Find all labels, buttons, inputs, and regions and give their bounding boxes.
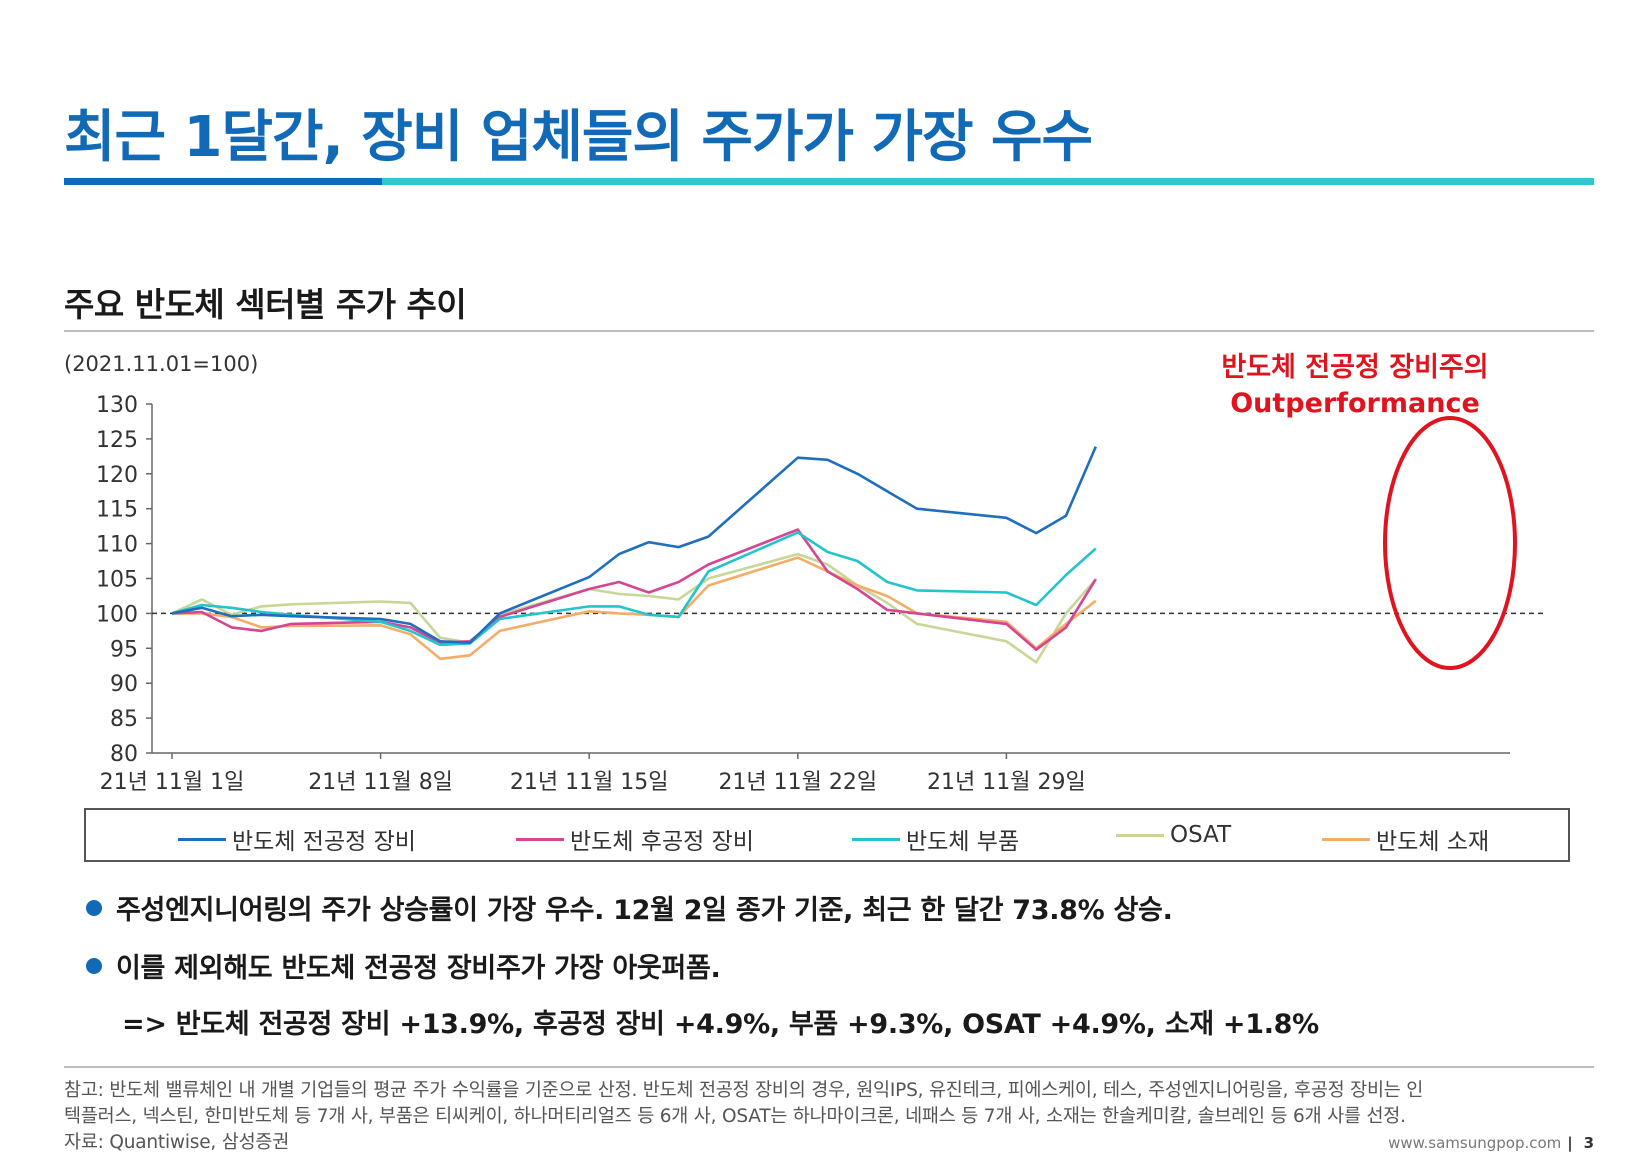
- legend-item-back-end: 반도체 후공정 장비: [516, 822, 754, 856]
- outperformance-callout: 반도체 전공정 장비주의 Outperformance: [1205, 350, 1505, 422]
- footnote-source: 자료: Quantiwise, 삼성증권: [64, 1132, 290, 1153]
- bullet-text: 주성엔지니어링의 주가 상승률이 가장 우수. 12월 2일 종가 기준, 최근…: [116, 895, 1173, 926]
- y-tick-label: 90: [110, 672, 138, 697]
- legend-item-osat: OSAT: [1116, 822, 1231, 848]
- bullet-text: 이를 제외해도 반도체 전공정 장비주가 가장 아웃퍼폼.: [116, 953, 721, 984]
- legend-swatch: [852, 837, 900, 841]
- footer-divider: [64, 1066, 1594, 1068]
- y-tick-label: 130: [96, 393, 138, 418]
- y-tick-label: 120: [96, 463, 138, 488]
- bullet-item: 이를 제외해도 반도체 전공정 장비주가 가장 아웃퍼폼.: [86, 946, 721, 985]
- chart-title: 주요 반도체 섹터별 주가 추이: [64, 285, 467, 324]
- result-summary: => 반도체 전공정 장비 +13.9%, 후공정 장비 +4.9%, 부품 +…: [122, 1009, 1319, 1040]
- y-tick-label: 110: [96, 533, 138, 558]
- x-tick-label: 21년 11월 8일: [308, 770, 453, 795]
- highlight-ellipse: [1383, 416, 1517, 670]
- website-footer: www.samsungpop.com | 3: [1388, 1134, 1594, 1152]
- callout-line-2: Outperformance: [1230, 388, 1480, 419]
- page-number: 3: [1583, 1134, 1594, 1152]
- legend-item-components: 반도체 부품: [852, 822, 1019, 856]
- y-tick-label: 85: [110, 707, 138, 732]
- series-line-1: [171, 528, 1097, 652]
- y-tick-label: 100: [96, 602, 138, 627]
- legend-label: OSAT: [1170, 822, 1232, 848]
- page-title: 최근 1달간, 장비 업체들의 주가가 가장 우수: [64, 105, 1093, 170]
- y-tick-label: 105: [96, 568, 138, 593]
- footnote-line-1: 참고: 반도체 밸류체인 내 개별 기업들의 평균 주가 수익률을 기준으로 산…: [64, 1080, 1424, 1101]
- title-rule-dark: [64, 178, 382, 185]
- x-tick-label: 21년 11월 29일: [927, 770, 1086, 795]
- legend-swatch: [1322, 837, 1370, 841]
- chart-legend: 반도체 전공정 장비 반도체 후공정 장비 반도체 부품 OSAT 반도체 소재: [84, 808, 1570, 862]
- footnote-line-2: 텍플러스, 넥스틴, 한미반도체 등 7개 사, 부품은 티씨케이, 하나머티리…: [64, 1106, 1406, 1127]
- y-tick-label: 95: [110, 637, 138, 662]
- legend-item-materials: 반도체 소재: [1322, 822, 1489, 856]
- line-chart: 130 125 120 115 110 105 100 95 90 85 80 21년 11월 1일 2…: [96, 393, 1544, 795]
- series-line-3: [171, 552, 1097, 664]
- y-tick-label: 125: [96, 428, 138, 453]
- callout-line-1: 반도체 전공정 장비주의: [1221, 352, 1489, 383]
- y-tick-label: 115: [96, 498, 138, 523]
- legend-label: 반도체 부품: [906, 829, 1020, 855]
- chart-axes: 130 125 120 115 110 105 100 95 90 85 80 21년 11월 1일 2…: [96, 393, 1510, 795]
- base-index-note: (2021.11.01=100): [64, 352, 259, 376]
- series-line-4: [172, 556, 1097, 661]
- legend-label: 반도체 후공정 장비: [570, 829, 754, 855]
- bullet-item: 주성엔지니어링의 주가 상승률이 가장 우수. 12월 2일 종가 기준, 최근…: [86, 888, 1173, 927]
- y-tick-label: 80: [110, 742, 138, 767]
- legend-swatch: [178, 837, 226, 841]
- legend-item-front-end: 반도체 전공정 장비: [178, 822, 416, 856]
- legend-label: 반도체 전공정 장비: [232, 829, 416, 855]
- website-url: www.samsungpop.com: [1388, 1134, 1562, 1152]
- series-line-0: [171, 446, 1097, 645]
- title-rule-light: [382, 178, 1594, 185]
- x-tick-label: 21년 11월 22일: [718, 770, 877, 795]
- x-tick-label: 21년 11월 1일: [100, 770, 245, 795]
- legend-swatch: [1116, 833, 1164, 837]
- series-line-2: [171, 531, 1097, 647]
- series-group: [171, 446, 1097, 664]
- legend-label: 반도체 소재: [1376, 829, 1490, 855]
- legend-swatch: [516, 837, 564, 841]
- bullet-dot: [86, 899, 102, 916]
- separator: |: [1567, 1134, 1573, 1152]
- chart-title-divider: [64, 330, 1594, 332]
- x-tick-label: 21년 11월 15일: [510, 770, 669, 795]
- bullet-dot: [86, 957, 102, 974]
